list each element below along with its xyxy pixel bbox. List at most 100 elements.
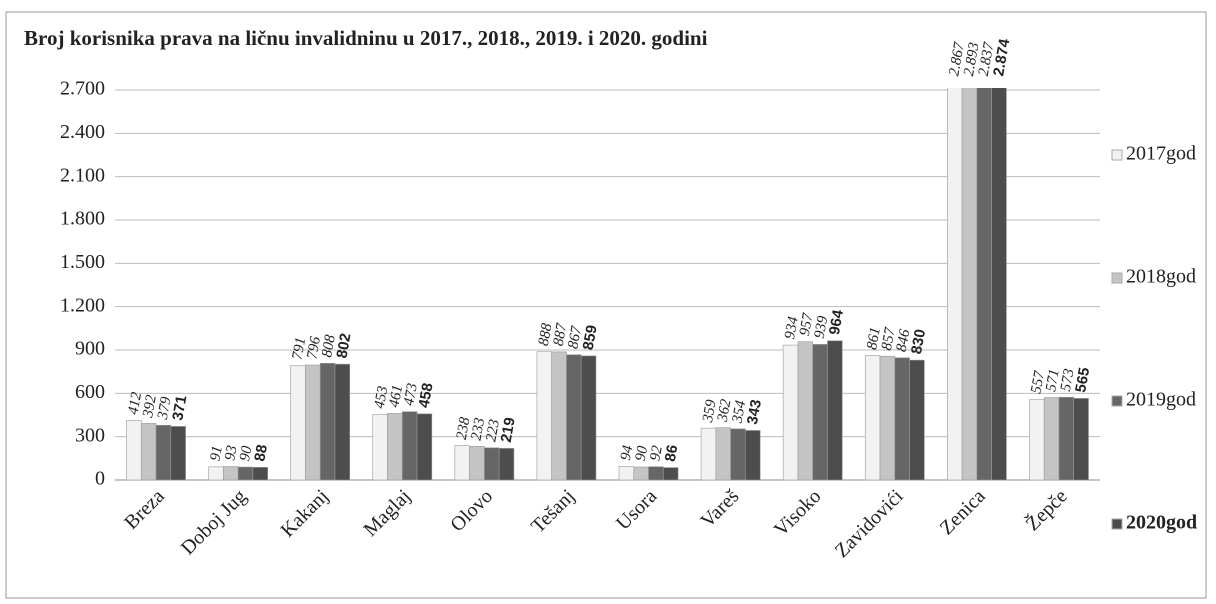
- bar: [961, 88, 978, 481]
- value-label: 458: [416, 382, 437, 410]
- y-tick-label: 1.500: [60, 251, 105, 273]
- value-label: 371: [169, 394, 190, 422]
- value-label: 343: [744, 398, 765, 426]
- bar: [372, 414, 388, 481]
- bar: [566, 354, 582, 481]
- bar: [170, 426, 186, 481]
- x-tick-label: Zavidovići: [831, 485, 908, 562]
- value-label: 461: [386, 384, 406, 409]
- value-label: 867: [565, 324, 585, 350]
- bar: [416, 413, 433, 481]
- bar: [305, 364, 321, 481]
- y-tick-label: 300: [75, 424, 105, 446]
- value-label: 90: [633, 444, 651, 462]
- bar: [319, 362, 336, 481]
- bar: [484, 447, 500, 481]
- value-label: 233: [469, 417, 489, 442]
- value-label: 2.837: [976, 40, 998, 77]
- value-label: 2.874: [990, 37, 1013, 78]
- y-tick-label: 900: [75, 338, 105, 360]
- legend-label: 2019god: [1126, 389, 1196, 411]
- bar: [1029, 399, 1045, 481]
- bar: [334, 363, 351, 481]
- x-tick-label: Usora: [612, 485, 661, 534]
- y-tick-label: 1.200: [60, 294, 105, 316]
- value-label: 796: [304, 335, 324, 360]
- x-tick-label: Maglaj: [359, 485, 415, 541]
- value-label: 791: [290, 336, 310, 361]
- bar: [1058, 396, 1075, 481]
- bar: [387, 413, 403, 481]
- bar: [730, 428, 746, 481]
- frame: [5, 11, 1207, 599]
- value-label: 859: [580, 324, 601, 352]
- value-label: 830: [908, 328, 929, 356]
- bar: [237, 466, 254, 481]
- x-tick-label: Žepče: [1021, 484, 1072, 535]
- value-label: 86: [662, 444, 682, 463]
- legend-label: 2018god: [1126, 266, 1196, 288]
- bar: [700, 427, 717, 481]
- value-label: 573: [1058, 368, 1078, 393]
- value-label: 354: [729, 399, 749, 425]
- bar: [580, 355, 597, 481]
- bar: [223, 466, 239, 481]
- value-label: 91: [208, 445, 226, 463]
- legend-label: 2017god: [1126, 143, 1196, 165]
- value-label: 808: [319, 333, 339, 358]
- x-tick-label: Breza: [120, 485, 169, 534]
- value-label: 453: [372, 385, 392, 410]
- value-label: 94: [618, 444, 636, 462]
- value-label: 2.893: [961, 41, 983, 77]
- value-label: 412: [125, 390, 145, 415]
- x-tick-label: Kakanj: [277, 485, 333, 541]
- value-label: 473: [401, 382, 421, 407]
- y-tick-label: 2.700: [60, 78, 105, 100]
- value-label: 888: [536, 322, 556, 347]
- bar: [648, 466, 664, 481]
- x-tick-label: Tešanj: [527, 485, 579, 537]
- value-label: 359: [700, 398, 720, 424]
- value-label: 887: [551, 321, 571, 347]
- bar: [551, 351, 567, 481]
- x-tick-label: Olovo: [446, 485, 497, 536]
- bar: [454, 445, 470, 481]
- x-tick-label: Visoko: [770, 485, 826, 541]
- bar: [208, 466, 224, 481]
- bar: [498, 448, 515, 481]
- bar: [782, 344, 799, 481]
- x-tick-label: Zenica: [936, 485, 990, 539]
- y-tick-label: 0: [95, 468, 105, 490]
- value-label: 939: [812, 314, 832, 339]
- bar: [155, 424, 172, 481]
- value-label: 957: [797, 311, 817, 337]
- bar: [745, 430, 761, 481]
- value-label: 392: [140, 393, 160, 419]
- value-label: 238: [454, 415, 474, 440]
- bar: [663, 467, 679, 481]
- bar: [947, 88, 963, 481]
- bar: [797, 341, 814, 481]
- value-label: 2.867: [946, 40, 968, 77]
- y-tick-label: 2.100: [60, 164, 105, 186]
- bar: [827, 340, 843, 481]
- value-label: 219: [498, 416, 519, 444]
- legend-label: 2020god: [1126, 512, 1197, 534]
- chart-title: Broj korisnika prava na ličnu invalidnin…: [24, 26, 708, 50]
- bar: [252, 466, 268, 481]
- legend-swatch: [1111, 272, 1123, 284]
- bar: [894, 357, 910, 481]
- bar: [618, 466, 635, 481]
- bar: [469, 446, 485, 481]
- bar: [290, 365, 306, 481]
- value-label: 565: [1072, 366, 1093, 394]
- bar: [879, 355, 896, 481]
- value-label: 846: [894, 328, 914, 353]
- bar: [991, 88, 1007, 481]
- y-tick-label: 600: [75, 381, 105, 403]
- bar: [715, 427, 731, 481]
- bar: [1073, 398, 1089, 481]
- legend-swatch: [1111, 395, 1123, 407]
- legend-swatch: [1111, 518, 1123, 530]
